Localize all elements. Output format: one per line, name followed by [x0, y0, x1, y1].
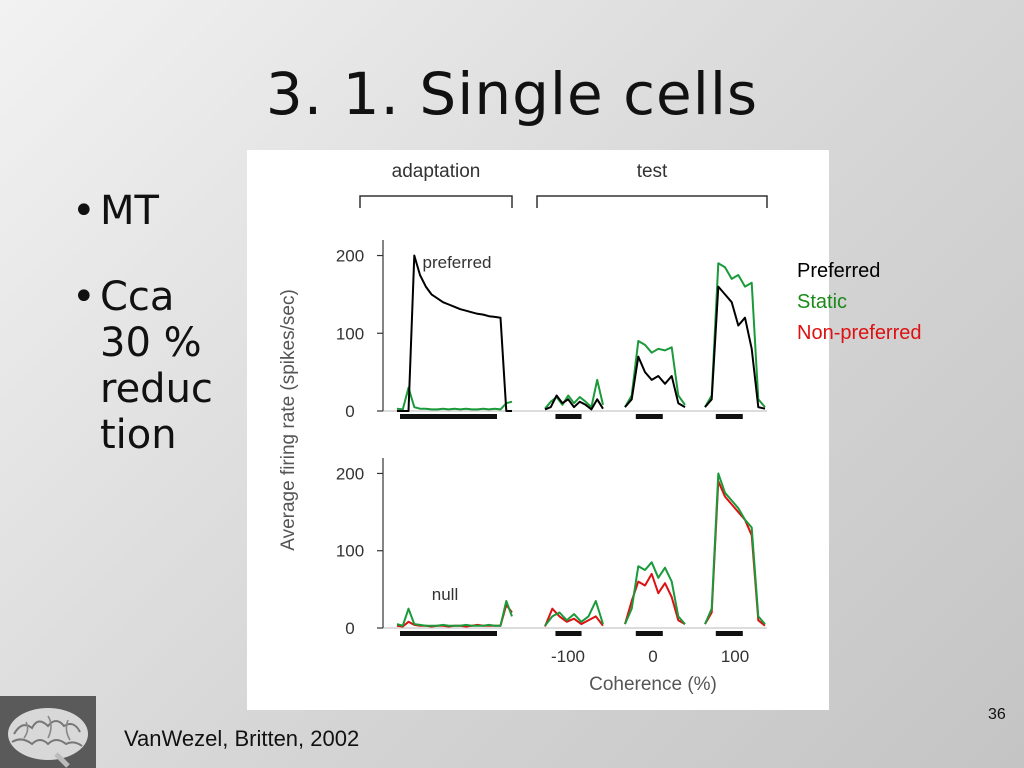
- stimulus-bar: [635, 414, 663, 419]
- page-number: 36: [988, 706, 1006, 723]
- bullet-marker: •: [72, 188, 96, 234]
- bullet-text-line: Cca: [100, 274, 175, 320]
- legend-static: Static: [797, 291, 848, 313]
- static-trace: [624, 561, 686, 625]
- stimulus-bar: [715, 631, 743, 636]
- static-trace: [396, 386, 513, 411]
- y-tick-label: 0: [345, 402, 354, 421]
- brain-icon: [0, 696, 96, 768]
- bullet-item: • Cca 30 % reduc tion: [58, 274, 248, 458]
- slide-title: 3. 1. Single cells: [265, 60, 759, 128]
- y-tick-label: 100: [336, 324, 364, 343]
- static-trace: [624, 340, 686, 408]
- static-trace: [396, 600, 513, 627]
- citation: VanWezel, Britten, 2002: [124, 726, 360, 751]
- x-tick-label: -100: [551, 647, 585, 666]
- legend: Preferred Static Non-preferred: [797, 256, 922, 349]
- adaptation-bracket: [359, 195, 513, 208]
- preferred-trace: [624, 355, 686, 408]
- static-trace: [544, 600, 604, 627]
- y-tick-label: 0: [345, 619, 354, 638]
- preferred-trace: [704, 285, 766, 410]
- y-tick-label: 200: [336, 247, 364, 266]
- stimulus-bar: [555, 631, 582, 636]
- x-tick-label: 0: [648, 647, 657, 666]
- panel-label: null: [432, 585, 458, 604]
- bullet-text: MT: [100, 188, 159, 234]
- test-label: test: [637, 161, 668, 182]
- nonpreferred-trace: [544, 607, 604, 627]
- stimulus-bar: [400, 414, 497, 419]
- bullet-text-line: 30 %: [100, 320, 202, 366]
- stimulus-bar: [635, 631, 663, 636]
- y-axis-label: Average firing rate (spikes/sec): [278, 289, 299, 551]
- x-tick-label: 100: [721, 647, 749, 666]
- test-bracket: [536, 195, 768, 208]
- y-tick-label: 100: [336, 542, 364, 561]
- bullet-item: • MT: [58, 188, 248, 234]
- stimulus-bar: [715, 414, 743, 419]
- stimulus-bar: [555, 414, 582, 419]
- bullet-marker: •: [72, 274, 96, 320]
- bullet-text-line: tion: [100, 412, 177, 458]
- panel-label: preferred: [423, 253, 492, 272]
- stimulus-bar: [400, 631, 497, 636]
- preferred-trace: [544, 394, 604, 411]
- x-axis-label: Coherence (%): [589, 674, 717, 695]
- legend-preferred: Preferred: [797, 260, 881, 282]
- legend-nonpreferred: Non-preferred: [797, 322, 922, 344]
- firing-rate-chart: adaptation test Average firing rate (spike…: [247, 150, 829, 710]
- static-trace: [704, 472, 766, 625]
- bullet-list: • MT • Cca 30 % reduc tion: [58, 188, 248, 498]
- chart-background: [247, 150, 829, 710]
- y-tick-label: 200: [336, 464, 364, 483]
- adaptation-label: adaptation: [392, 161, 481, 182]
- preferred-trace: [397, 254, 512, 412]
- bullet-text-line: reduc: [100, 366, 213, 412]
